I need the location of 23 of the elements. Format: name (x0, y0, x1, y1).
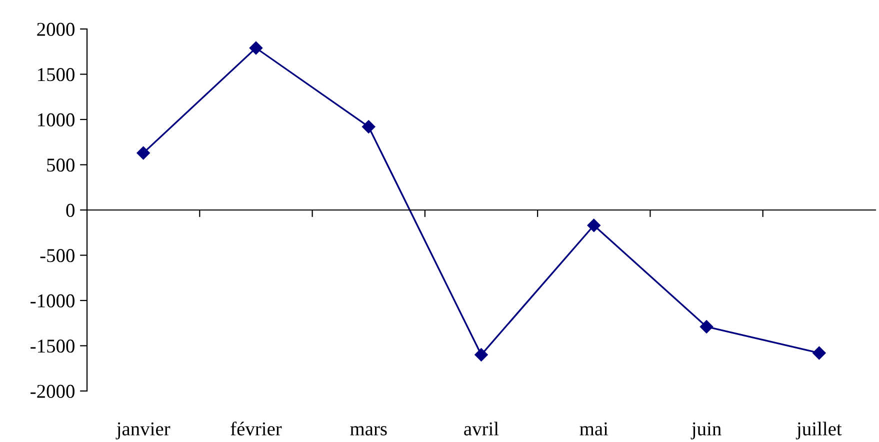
x-tick-label: janvier (116, 422, 170, 440)
point (700, 320, 714, 334)
x-tick-label: juin (690, 422, 722, 440)
y-tick-label: -1000 (30, 294, 74, 308)
y-tick-label: 0 (66, 204, 74, 217)
point (474, 348, 488, 362)
point (812, 346, 826, 360)
point (136, 146, 150, 160)
y-tick-label: 1000 (38, 113, 74, 126)
y-tick-label: -2000 (30, 384, 74, 398)
x-tick-label: mars (350, 426, 387, 436)
point (362, 120, 376, 134)
y-tick-label: -1500 (30, 340, 74, 353)
y-tick-label: 2000 (37, 22, 74, 36)
y-tick-label: -500 (40, 249, 74, 262)
point (249, 41, 263, 55)
x-tick-label: février (230, 422, 282, 436)
y-tick-label: 500 (47, 158, 74, 172)
y-tick-label: 1500 (38, 68, 74, 82)
x-tick-label: mai (580, 422, 608, 436)
x-tick-label: avril (464, 422, 499, 436)
x-tick-label: juillet (796, 422, 842, 440)
point (587, 218, 600, 232)
